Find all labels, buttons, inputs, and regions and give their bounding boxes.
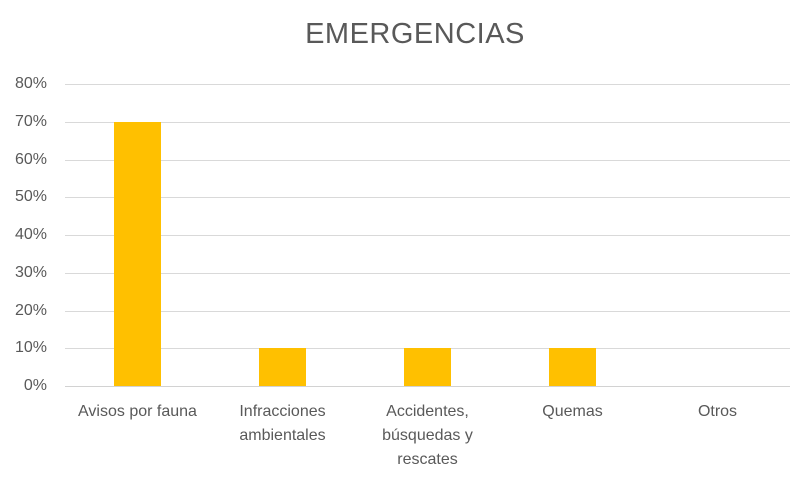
bar: [259, 348, 306, 386]
x-axis-line: [65, 386, 790, 387]
y-tick-label: 60%: [14, 151, 47, 168]
y-tick-label: 50%: [14, 188, 47, 205]
gridline: [65, 160, 790, 161]
x-category-label: Otros: [697, 403, 738, 420]
y-tick-label: 40%: [14, 226, 47, 243]
gridline: [65, 122, 790, 123]
y-tick-label: 10%: [14, 339, 47, 356]
chart-title: EMERGENCIAS: [305, 18, 525, 50]
gridline: [65, 311, 790, 312]
y-tick-label: 0%: [23, 377, 47, 394]
x-category-label: Avisos por fauna: [78, 403, 197, 420]
x-category-label: Accidentes, búsquedas y rescates: [382, 403, 473, 468]
bar: [404, 348, 451, 386]
bar: [114, 122, 161, 386]
gridline: [65, 235, 790, 236]
y-tick-label: 70%: [14, 113, 47, 130]
y-tick-label: 20%: [14, 302, 47, 319]
y-tick-label: 80%: [14, 75, 47, 92]
bar: [549, 348, 596, 386]
gridline: [65, 197, 790, 198]
y-tick-label: 30%: [14, 264, 47, 281]
gridline: [65, 273, 790, 274]
x-category-label: Infracciones ambientales: [239, 403, 326, 444]
x-category-label: Quemas: [542, 403, 603, 420]
gridline: [65, 84, 790, 85]
